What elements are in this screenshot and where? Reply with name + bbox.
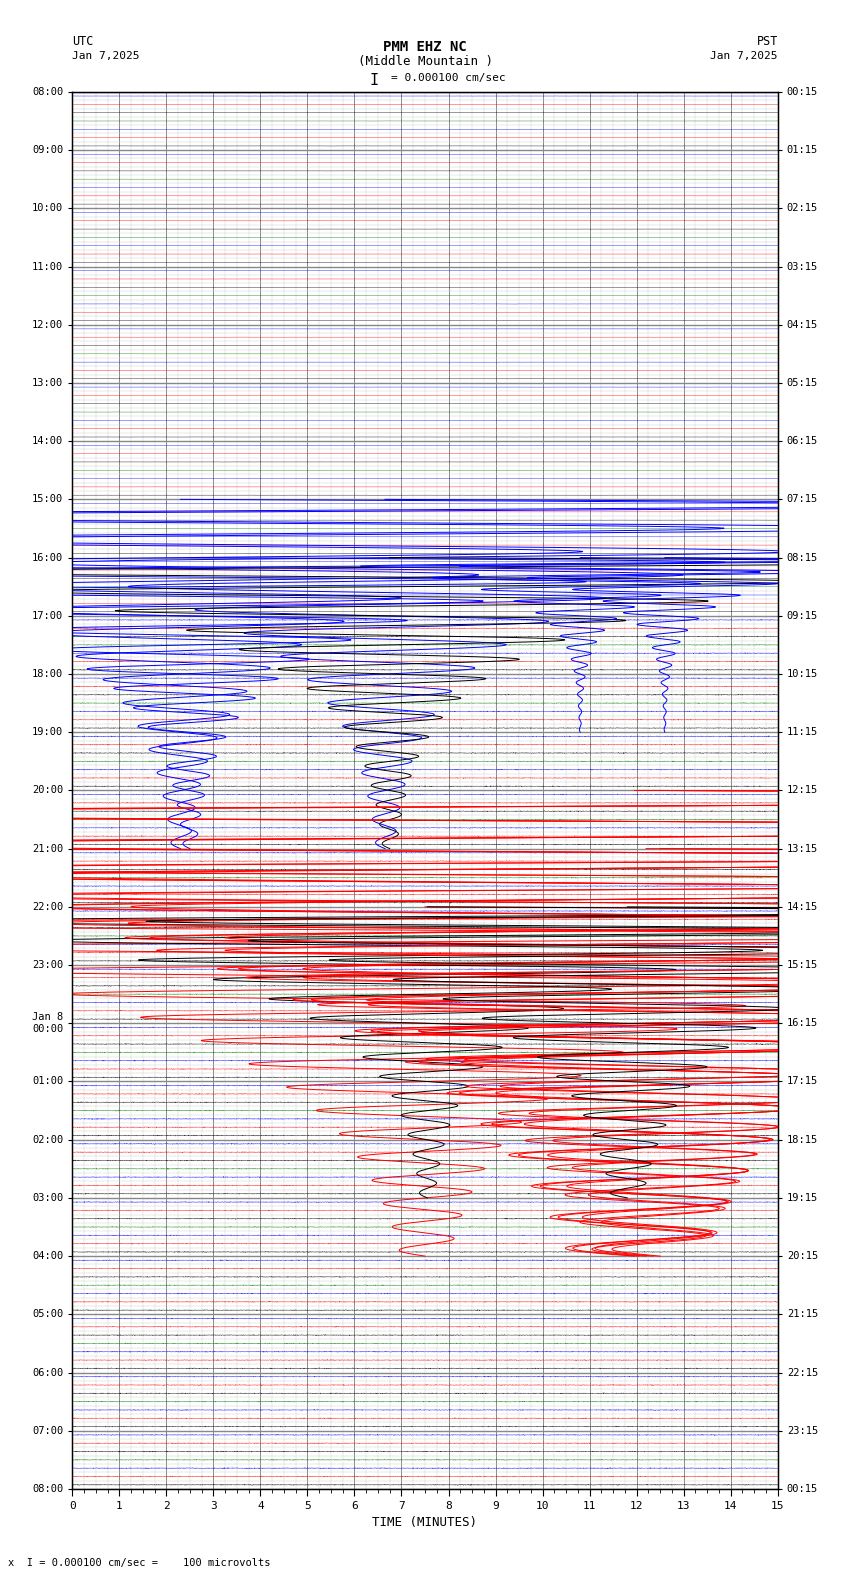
Text: UTC: UTC xyxy=(72,35,94,48)
Text: Jan 7,2025: Jan 7,2025 xyxy=(711,51,778,60)
X-axis label: TIME (MINUTES): TIME (MINUTES) xyxy=(372,1516,478,1529)
Text: PMM EHZ NC: PMM EHZ NC xyxy=(383,40,467,54)
Text: = 0.000100 cm/sec: = 0.000100 cm/sec xyxy=(391,73,506,82)
Text: x  I = 0.000100 cm/sec =    100 microvolts: x I = 0.000100 cm/sec = 100 microvolts xyxy=(8,1559,271,1568)
Text: (Middle Mountain ): (Middle Mountain ) xyxy=(358,55,492,68)
Text: PST: PST xyxy=(756,35,778,48)
Text: Jan 7,2025: Jan 7,2025 xyxy=(72,51,139,60)
Text: I: I xyxy=(370,73,378,87)
